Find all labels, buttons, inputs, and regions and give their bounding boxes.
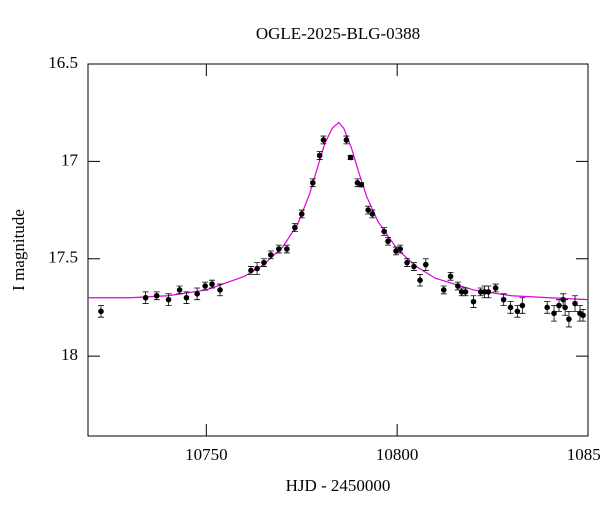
- data-point: [544, 304, 550, 311]
- data-point: [562, 304, 568, 311]
- data-point: [202, 283, 208, 289]
- model-curve: [88, 121, 589, 301]
- x-tick-label: 10800: [376, 445, 419, 464]
- data-point: [142, 294, 149, 301]
- data-point: [217, 287, 223, 293]
- data-point: [422, 261, 429, 268]
- data-point: [343, 137, 350, 143]
- data-point: [556, 302, 562, 309]
- data-point: [440, 287, 447, 293]
- data-point: [519, 302, 526, 309]
- data-point: [500, 296, 507, 303]
- data-point: [385, 238, 391, 245]
- chart-title: OGLE-2025-BLG-0388: [256, 24, 420, 43]
- y-tick-label: 16.5: [48, 53, 78, 72]
- data-point: [320, 137, 327, 143]
- data-point: [572, 300, 578, 307]
- data-point: [455, 283, 461, 289]
- data-point: [507, 304, 514, 311]
- data-point: [292, 224, 298, 231]
- data-point: [485, 289, 492, 295]
- data-point: [492, 285, 499, 291]
- data-point: [310, 180, 316, 186]
- x-tick-label: 10850: [567, 445, 600, 464]
- data-point: [358, 181, 365, 188]
- x-axis-label: HJD - 2450000: [286, 476, 391, 495]
- data-point: [393, 248, 399, 254]
- data-point: [566, 316, 572, 322]
- y-tick-label: 17: [61, 150, 79, 169]
- y-axis-label: I magnitude: [9, 209, 28, 291]
- y-tick-label: 18: [61, 345, 78, 364]
- data-point: [98, 308, 104, 315]
- data-point: [381, 228, 387, 235]
- data-point: [316, 152, 323, 159]
- plot-frame: [87, 63, 589, 437]
- data-point: [369, 211, 376, 217]
- data-point: [347, 154, 354, 161]
- data-point: [276, 246, 282, 252]
- data-point: [298, 211, 305, 217]
- data-point: [261, 259, 267, 266]
- data-point: [183, 294, 190, 301]
- data-point: [447, 273, 454, 280]
- data-point: [417, 277, 423, 283]
- data-point: [268, 252, 274, 258]
- data-point: [254, 265, 260, 272]
- data-point: [411, 263, 417, 270]
- data-point: [514, 308, 521, 315]
- data-point: [462, 289, 469, 295]
- x-tick-label: 10750: [185, 445, 228, 464]
- data-point: [165, 296, 172, 303]
- data-point: [248, 267, 254, 274]
- data-point: [580, 312, 586, 319]
- data-point: [404, 259, 410, 266]
- data-point: [551, 310, 557, 317]
- data-point: [176, 287, 183, 293]
- data-point: [470, 298, 477, 305]
- data-point: [209, 281, 215, 287]
- data-point: [397, 246, 404, 252]
- data-point: [365, 207, 371, 213]
- data-point: [153, 292, 160, 299]
- data-point: [284, 246, 290, 252]
- data-point: [194, 291, 200, 297]
- y-tick-label: 17.5: [48, 248, 78, 267]
